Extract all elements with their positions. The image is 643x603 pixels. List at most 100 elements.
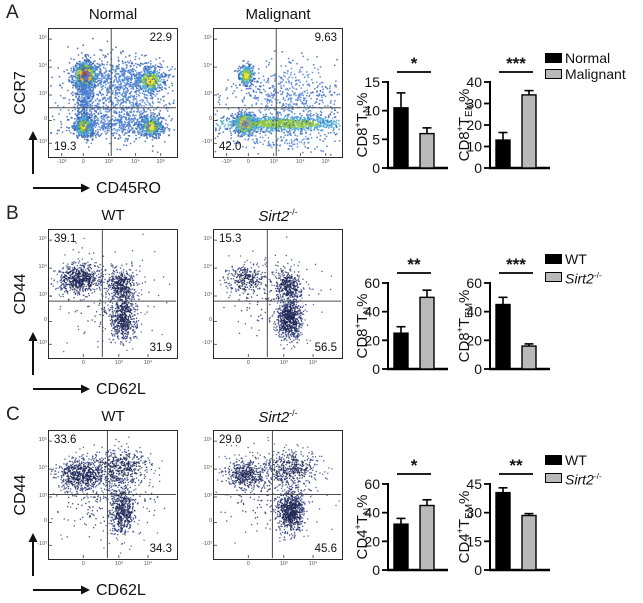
flow-y-tick-label: 10³ bbox=[39, 292, 47, 299]
bar-chart: 0 20 40 60 ** CD8+TN% bbox=[353, 255, 448, 377]
flow-x-axis-label: CD62L bbox=[96, 381, 146, 398]
y-tick-label: 0 bbox=[372, 361, 380, 377]
chart-y-axis-label: CD8+TN% bbox=[353, 92, 373, 157]
flow-y-tick-label: 10⁵ bbox=[203, 437, 212, 444]
y-tick-label: 10 bbox=[364, 103, 380, 119]
y-tick-label: 20 bbox=[466, 117, 482, 133]
chart-y-axis-label: CD8+TEM% bbox=[455, 290, 475, 363]
flow-plot-frame: 39.1 31.9 10⁵ 10⁴ 10³ 0 -10³ 0 10³ 10⁴ bbox=[37, 229, 178, 365]
panel-b: B WT Sirt2-/- CD44 39.1 31.9 10⁵ 10⁴ 10³ 0 -10… bbox=[0, 201, 643, 401]
y-tick-label: 60 bbox=[364, 476, 380, 492]
flow-plot-frame: 33.6 34.3 10⁵ 10⁴ 10³ 0 -10³ 0 10³ 10⁴ bbox=[37, 430, 178, 566]
quadrant-percentage: 19.3 bbox=[54, 140, 77, 153]
bar bbox=[521, 94, 537, 169]
bar-chart: 0 10 20 30 40 *** CD8+TEM% bbox=[455, 54, 550, 176]
flow-y-tick-label: 10⁴ bbox=[203, 63, 212, 70]
quadrant-percentage: 22.9 bbox=[149, 32, 172, 44]
significance-marker: ** bbox=[407, 255, 421, 274]
flow-x-tick-label: 10³ bbox=[114, 560, 123, 567]
flow-x-tick-label: 10⁵ bbox=[321, 158, 330, 165]
legend-label: Sirt2-/- bbox=[565, 270, 602, 287]
legend-item: Sirt2-/- bbox=[545, 468, 642, 488]
y-tick-label: 20 bbox=[466, 332, 482, 348]
flow-y-tick-label: -10³ bbox=[37, 139, 47, 146]
bar bbox=[393, 107, 409, 169]
bar bbox=[521, 345, 537, 370]
legend-swatch bbox=[545, 69, 562, 79]
y-tick-label: 5 bbox=[372, 131, 380, 147]
y-tick-label: 0 bbox=[372, 160, 380, 176]
flow-y-axis-label: CD44 bbox=[12, 273, 29, 315]
flow-x-axis-label: CD62L bbox=[96, 582, 146, 599]
flow-x-tick-label: 0 bbox=[246, 359, 250, 366]
flow-y-tick-label: 10³ bbox=[39, 91, 47, 98]
panel-letter: C bbox=[6, 404, 20, 425]
flow-x-tick-label: 10⁴ bbox=[131, 158, 140, 165]
flow-x-tick-label: 10⁴ bbox=[296, 158, 305, 165]
y-tick-label: 40 bbox=[364, 304, 380, 320]
flow-scatter-canvas bbox=[49, 29, 176, 156]
flow-y-tick-label: -10³ bbox=[37, 541, 47, 548]
bar bbox=[521, 514, 537, 571]
quadrant-percentage: 33.6 bbox=[54, 434, 77, 446]
bar bbox=[393, 523, 409, 571]
legend-item: Sirt2-/- bbox=[545, 267, 642, 287]
axis-arrows: CD62L bbox=[28, 332, 146, 398]
y-tick-label: 0 bbox=[372, 562, 380, 578]
y-tick-label: 45 bbox=[466, 476, 482, 492]
legend-item: Malignant bbox=[545, 66, 642, 82]
legend-swatch bbox=[545, 472, 562, 483]
flow-plot-title: Sirt2-/- bbox=[258, 408, 298, 426]
flow-plot-title: Malignant bbox=[245, 6, 311, 23]
legend-swatch bbox=[545, 271, 562, 282]
flow-x-tick-label: 0 bbox=[81, 158, 85, 165]
flow-x-tick-label: 10³ bbox=[104, 158, 113, 165]
flow-plot-frame: 9.63 42.0 10⁵ 10⁴ 10³ 0 -10³ -10³ 0 10³ 10⁴ 10⁵ bbox=[202, 28, 343, 164]
y-tick-label: 60 bbox=[466, 275, 482, 291]
flow-x-tick-label: 10⁵ bbox=[156, 158, 165, 165]
flow-y-tick-label: 10⁵ bbox=[38, 437, 47, 444]
up-arrow-icon bbox=[28, 332, 38, 341]
legend-label: Sirt2-/- bbox=[565, 471, 602, 488]
bar bbox=[419, 504, 435, 571]
legend-label: WT bbox=[565, 452, 587, 468]
quadrant-percentage: 45.6 bbox=[314, 542, 337, 555]
legend: WT Sirt2-/- bbox=[545, 251, 642, 287]
flow-y-tick-label: 0 bbox=[208, 116, 212, 123]
axis-arrows: CD45RO bbox=[28, 131, 161, 197]
up-arrow-icon bbox=[28, 533, 38, 542]
legend: WT Sirt2-/- bbox=[545, 452, 642, 488]
bar-chart: 0 20 40 60 *** CD8+TEM% bbox=[455, 255, 550, 377]
bar bbox=[419, 132, 435, 169]
y-tick-label: 20 bbox=[364, 332, 380, 348]
y-tick-label: 0 bbox=[474, 562, 482, 578]
significance-marker: * bbox=[411, 456, 418, 475]
flow-y-tick-label: 10⁴ bbox=[38, 63, 47, 70]
significance-marker: *** bbox=[506, 54, 526, 73]
right-arrow-icon bbox=[81, 183, 90, 193]
y-tick-label: 30 bbox=[466, 505, 482, 521]
quadrant-percentage: 15.3 bbox=[219, 233, 242, 245]
legend-swatch bbox=[545, 254, 562, 264]
quadrant-percentage: 34.3 bbox=[149, 542, 172, 555]
bar bbox=[393, 332, 409, 370]
significance-marker: * bbox=[411, 54, 418, 73]
flow-x-tick-label: 0 bbox=[81, 359, 85, 366]
legend-label: Malignant bbox=[565, 66, 626, 82]
flow-y-tick-label: 10³ bbox=[204, 91, 212, 98]
y-tick-label: 15 bbox=[364, 74, 380, 90]
flow-y-tick-label: 10³ bbox=[204, 493, 212, 500]
bar bbox=[495, 491, 511, 571]
flow-y-tick-label: 0 bbox=[43, 317, 47, 324]
flow-scatter-canvas bbox=[214, 431, 341, 558]
panel-a: A Normal Malignant CCR7 22.9 19.3 10⁵ 10⁴ 10… bbox=[0, 0, 643, 200]
panel-letter: A bbox=[6, 2, 19, 23]
axis-arrows: CD62L bbox=[28, 533, 146, 599]
flow-y-tick-label: 10³ bbox=[204, 292, 212, 299]
flow-y-axis-label: CCR7 bbox=[12, 71, 29, 115]
panel-letter: B bbox=[6, 203, 19, 224]
flow-y-tick-label: 0 bbox=[43, 518, 47, 525]
flow-x-tick-label: 10³ bbox=[279, 359, 288, 366]
legend-item: WT bbox=[545, 251, 642, 267]
